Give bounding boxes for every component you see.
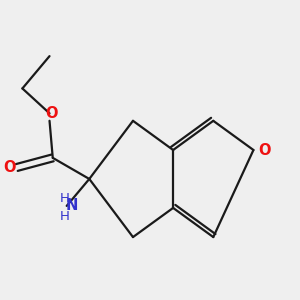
Text: O: O [258, 142, 271, 158]
Text: H: H [60, 210, 70, 223]
Text: O: O [45, 106, 58, 121]
Text: N: N [65, 198, 78, 213]
Text: O: O [3, 160, 16, 175]
Text: H: H [60, 192, 70, 205]
